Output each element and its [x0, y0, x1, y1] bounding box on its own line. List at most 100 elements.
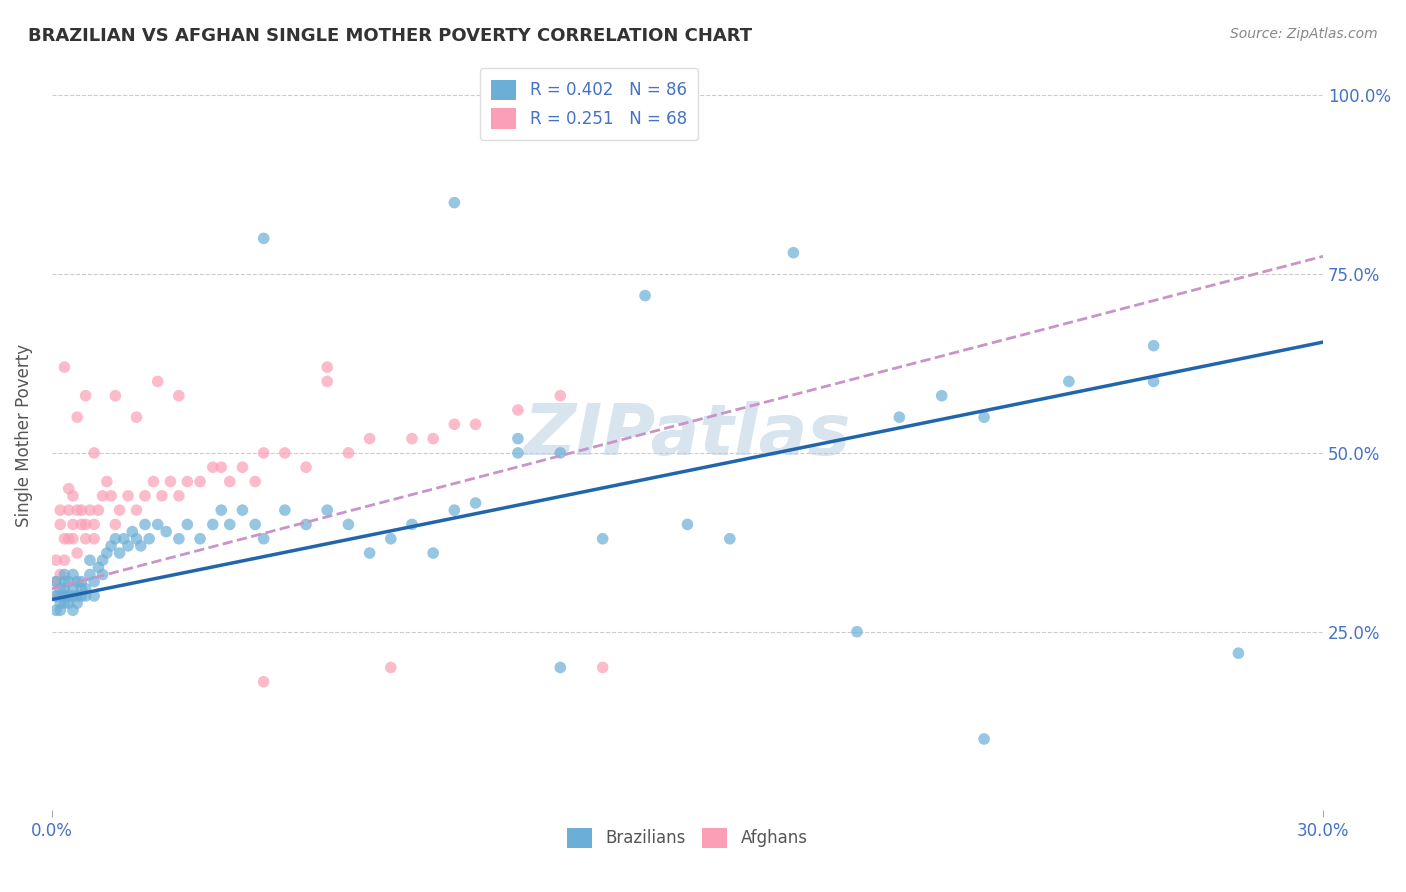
Point [550, 446, 572, 460]
Point [253, 231, 276, 245]
Point [274, 503, 297, 517]
Point [337, 517, 360, 532]
Point [53, 582, 76, 596]
Point [58, 532, 80, 546]
Point [889, 410, 911, 425]
Point [62, 567, 84, 582]
Point [75, 589, 97, 603]
Point [62, 603, 84, 617]
Point [45, 603, 67, 617]
Point [66, 546, 89, 560]
Point [218, 517, 240, 532]
Point [83, 532, 105, 546]
Point [1142, 339, 1164, 353]
Point [443, 195, 465, 210]
Point [931, 389, 953, 403]
Point [506, 403, 529, 417]
Point [209, 460, 232, 475]
Point [295, 517, 318, 532]
Text: Source: ZipAtlas.com: Source: ZipAtlas.com [1230, 27, 1378, 41]
Point [58, 503, 80, 517]
Point [359, 432, 381, 446]
Point [188, 475, 211, 489]
Point [45, 589, 67, 603]
Point [79, 503, 101, 517]
Point [45, 574, 67, 589]
Point [973, 410, 995, 425]
Point [380, 532, 402, 546]
Point [146, 517, 169, 532]
Point [1057, 375, 1080, 389]
Point [62, 517, 84, 532]
Point [274, 446, 297, 460]
Point [146, 375, 169, 389]
Point [112, 532, 135, 546]
Point [117, 539, 139, 553]
Point [70, 517, 93, 532]
Point [79, 567, 101, 582]
Point [45, 589, 67, 603]
Point [134, 489, 156, 503]
Point [550, 389, 572, 403]
Point [253, 532, 276, 546]
Point [506, 432, 529, 446]
Point [167, 389, 190, 403]
Point [634, 288, 657, 302]
Point [506, 446, 529, 460]
Point [188, 532, 211, 546]
Point [87, 560, 110, 574]
Point [91, 567, 114, 582]
Point [75, 582, 97, 596]
Point [176, 517, 198, 532]
Legend: Brazilians, Afghans: Brazilians, Afghans [561, 821, 814, 855]
Point [104, 389, 127, 403]
Point [58, 589, 80, 603]
Point [253, 446, 276, 460]
Point [422, 546, 444, 560]
Point [125, 410, 148, 425]
Point [53, 553, 76, 567]
Point [1142, 375, 1164, 389]
Point [550, 660, 572, 674]
Point [45, 574, 67, 589]
Point [53, 589, 76, 603]
Point [75, 389, 97, 403]
Point [53, 532, 76, 546]
Point [83, 589, 105, 603]
Point [1227, 646, 1250, 660]
Point [70, 503, 93, 517]
Point [401, 432, 423, 446]
Point [201, 460, 224, 475]
Point [218, 475, 240, 489]
Point [100, 539, 122, 553]
Point [592, 532, 614, 546]
Point [782, 245, 804, 260]
Point [96, 546, 118, 560]
Point [676, 517, 699, 532]
Point [201, 517, 224, 532]
Point [58, 482, 80, 496]
Point [422, 432, 444, 446]
Point [231, 460, 253, 475]
Point [167, 532, 190, 546]
Point [49, 596, 72, 610]
Point [66, 596, 89, 610]
Point [443, 417, 465, 432]
Point [70, 589, 93, 603]
Point [91, 489, 114, 503]
Point [380, 660, 402, 674]
Point [359, 546, 381, 560]
Point [49, 582, 72, 596]
Point [45, 553, 67, 567]
Point [464, 496, 486, 510]
Point [592, 660, 614, 674]
Point [53, 360, 76, 375]
Point [316, 360, 339, 375]
Point [87, 503, 110, 517]
Point [243, 517, 266, 532]
Point [75, 532, 97, 546]
Point [125, 532, 148, 546]
Point [138, 532, 160, 546]
Point [167, 489, 190, 503]
Point [104, 532, 127, 546]
